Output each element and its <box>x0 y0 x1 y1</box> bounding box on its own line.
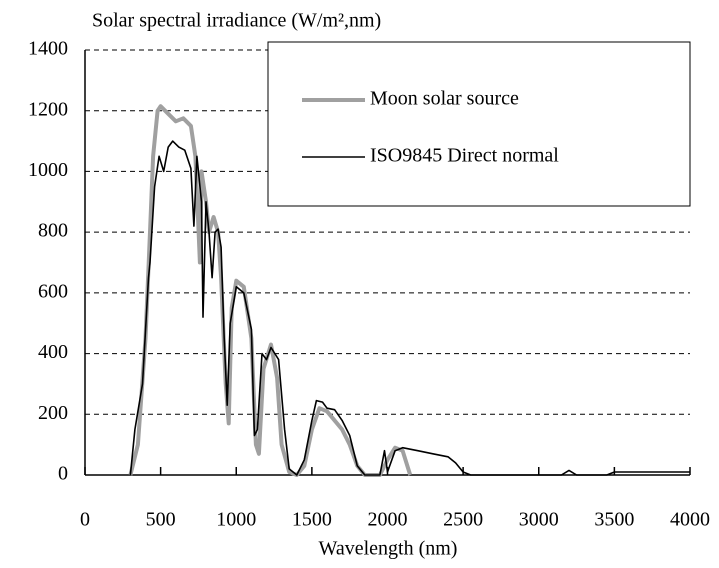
x-tick-label: 3000 <box>519 509 559 531</box>
x-axis-label: Wavelength (nm) <box>319 538 458 560</box>
y-tick-label: 400 <box>38 341 68 363</box>
y-tick-label: 800 <box>38 220 68 242</box>
x-tick-label: 0 <box>80 509 90 531</box>
x-tick-label: 1000 <box>216 509 256 531</box>
legend-label: Moon solar source <box>370 88 519 110</box>
y-tick-label: 200 <box>38 402 68 424</box>
y-tick-label: 0 <box>58 463 68 485</box>
legend-box <box>267 41 691 207</box>
y-tick-label: 600 <box>38 280 68 302</box>
legend-label: ISO9845 Direct normal <box>370 145 559 167</box>
legend: Moon solar source ISO9845 Direct normal <box>267 41 691 207</box>
y-tick-label: 1200 <box>28 98 68 120</box>
x-tick-label: 2500 <box>443 509 483 531</box>
series-line <box>128 104 413 477</box>
x-tick-label: 4000 <box>670 509 710 531</box>
chart-title: Solar spectral irradiance (W/m²,nm) <box>92 10 381 32</box>
x-tick-label: 500 <box>146 509 176 531</box>
x-tick-label: 3500 <box>594 509 634 531</box>
x-tick-label: 2000 <box>368 509 408 531</box>
x-tick-label: 1500 <box>292 509 332 531</box>
y-tick-label: 1000 <box>28 159 68 181</box>
series-line <box>129 140 690 476</box>
y-tick-label: 1400 <box>28 38 68 60</box>
